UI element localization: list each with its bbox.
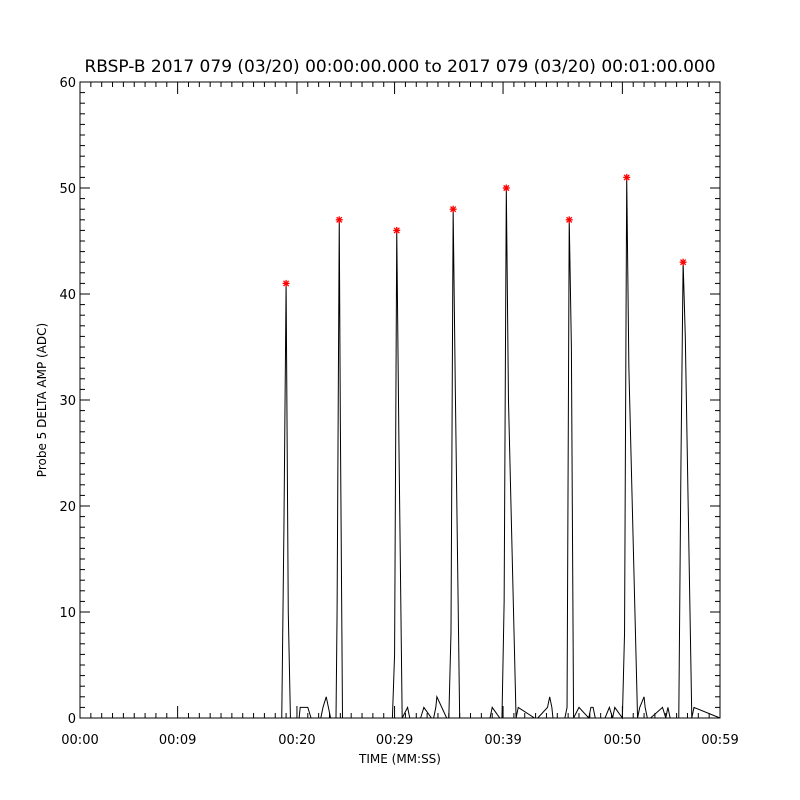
x-tick-label: 00:50 xyxy=(604,733,641,748)
chart-title: RBSP-B 2017 079 (03/20) 00:00:00.000 to … xyxy=(84,57,715,77)
peak-marker xyxy=(565,216,573,224)
series-group xyxy=(80,177,721,720)
y-tick-label: 50 xyxy=(59,182,76,197)
y-tick-label: 60 xyxy=(59,76,76,91)
x-tick-label: 00:39 xyxy=(484,733,521,748)
x-tick-label: 00:59 xyxy=(701,733,738,748)
minor-ticks xyxy=(80,82,720,718)
x-axis-label: TIME (MM:SS) xyxy=(358,752,441,766)
peak-marker xyxy=(393,226,401,234)
peak-marker xyxy=(335,216,343,224)
x-tick-labels: 00:00 00:09 00:20 00:29 00:39 00:50 00:59 xyxy=(61,733,738,748)
y-tick-label: 0 xyxy=(68,712,76,727)
x-tick-label: 00:29 xyxy=(376,733,413,748)
y-axis-label: Probe 5 DELTA AMP (ADC) xyxy=(35,323,49,477)
peak-marker xyxy=(623,173,631,181)
peak-marker xyxy=(679,258,687,266)
y-tick-label: 30 xyxy=(59,394,76,409)
y-tick-label: 10 xyxy=(59,606,76,621)
x-tick-label: 00:00 xyxy=(61,733,98,748)
x-tick-label: 00:09 xyxy=(159,733,196,748)
y-tick-label: 20 xyxy=(59,500,76,515)
series-line xyxy=(80,177,721,720)
x-tick-label: 00:20 xyxy=(278,733,315,748)
peak-marker xyxy=(502,184,510,192)
peak-markers xyxy=(282,173,687,287)
y-tick-label: 40 xyxy=(59,288,76,303)
y-tick-labels: 0 10 20 30 40 50 60 xyxy=(59,76,76,727)
peak-marker xyxy=(282,279,290,287)
peak-marker xyxy=(449,205,457,213)
